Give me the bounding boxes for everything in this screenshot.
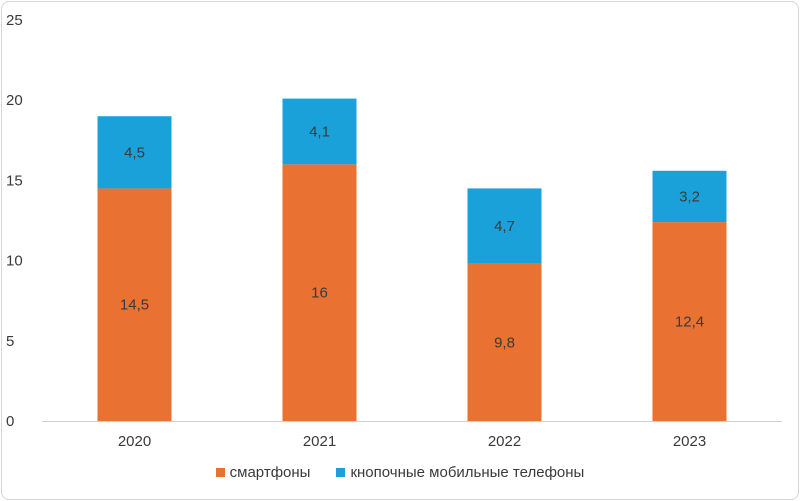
y-tick-label: 10 xyxy=(6,253,23,270)
bar-segment xyxy=(282,98,357,165)
legend-swatch-smartphones xyxy=(215,468,225,477)
bar-segment xyxy=(97,116,172,189)
data-label: 12,4 xyxy=(675,314,704,331)
bar-segment xyxy=(467,188,542,264)
x-axis: 2020 2021 2022 2023 xyxy=(118,433,706,450)
bar-segment xyxy=(282,164,357,422)
stacked-bar-chart: 0 5 10 15 20 25 14,5 4,5 16 4,1 9,8 4,7 12,4 3,2 202… xyxy=(6,12,782,450)
y-tick-label: 15 xyxy=(6,172,23,189)
y-tick-label: 25 xyxy=(6,12,23,29)
bars: 14,5 4,5 16 4,1 9,8 4,7 12,4 3,2 xyxy=(97,98,727,422)
data-label: 4,7 xyxy=(494,218,515,235)
data-label: 9,8 xyxy=(494,334,515,351)
y-tick-label: 20 xyxy=(6,92,23,109)
legend-swatch-feature-phones xyxy=(336,468,346,477)
data-label: 4,1 xyxy=(309,123,330,140)
data-label: 4,5 xyxy=(124,144,145,161)
x-tick-label: 2021 xyxy=(303,433,336,450)
x-tick-label: 2023 xyxy=(673,433,706,450)
data-label: 3,2 xyxy=(679,188,700,205)
legend: смартфоны кнопочные мобильные телефоны xyxy=(0,464,800,481)
bar-segment xyxy=(652,170,727,223)
legend-label-feature-phones: кнопочные мобильные телефоны xyxy=(350,464,585,481)
x-tick-label: 2022 xyxy=(488,433,521,450)
bar-segment xyxy=(652,222,727,421)
y-tick-label: 0 xyxy=(6,413,14,430)
legend-label-smartphones: смартфоны xyxy=(229,464,311,481)
bar-segment xyxy=(97,188,172,421)
x-tick-label: 2020 xyxy=(118,433,151,450)
data-label: 14,5 xyxy=(120,297,149,314)
bar-segment xyxy=(467,263,542,421)
legend-item-smartphones: смартфоны xyxy=(215,464,311,481)
y-axis: 0 5 10 15 20 25 xyxy=(6,12,23,430)
legend-item-feature-phones: кнопочные мобильные телефоны xyxy=(336,464,584,481)
data-label: 16 xyxy=(311,285,328,302)
y-tick-label: 5 xyxy=(6,333,14,350)
